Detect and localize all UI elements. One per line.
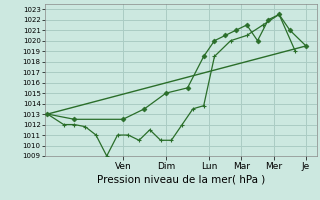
- X-axis label: Pression niveau de la mer( hPa ): Pression niveau de la mer( hPa ): [97, 175, 265, 185]
